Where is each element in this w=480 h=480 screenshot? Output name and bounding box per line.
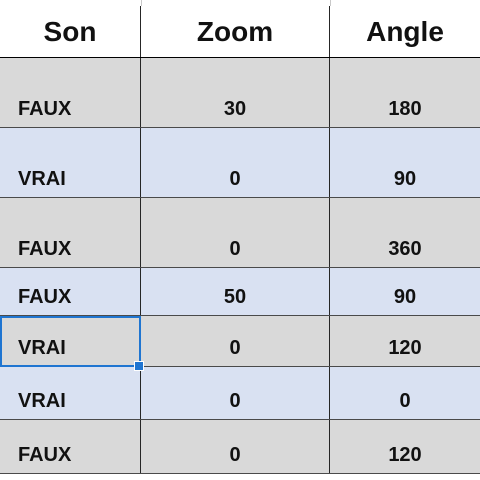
son-cell[interactable]: FAUX (0, 420, 141, 473)
son-cell[interactable]: FAUX (0, 58, 141, 127)
zoom-cell[interactable]: 0 (141, 128, 330, 197)
zoom-cell[interactable]: 0 (141, 198, 330, 267)
table-header-row: Son Zoom Angle (0, 6, 480, 58)
table-row: FAUX 30 180 (0, 58, 480, 128)
angle-value: 0 (399, 390, 411, 412)
zoom-cell[interactable]: 30 (141, 58, 330, 127)
son-value: VRAI (18, 390, 66, 412)
angle-value: 90 (393, 168, 417, 190)
zoom-value: 0 (229, 390, 241, 412)
son-cell[interactable]: FAUX (0, 198, 141, 267)
angle-cell[interactable]: 180 (330, 58, 480, 127)
son-value: VRAI (18, 337, 66, 359)
angle-cell[interactable]: 120 (330, 420, 480, 473)
zoom-cell[interactable]: 0 (141, 367, 330, 419)
son-cell[interactable]: FAUX (0, 268, 141, 315)
zoom-value: 0 (229, 168, 241, 190)
zoom-value: 0 (229, 337, 241, 359)
zoom-value: 0 (229, 238, 241, 260)
angle-cell[interactable]: 0 (330, 367, 480, 419)
zoom-cell[interactable]: 0 (141, 316, 330, 366)
angle-cell[interactable]: 360 (330, 198, 480, 267)
table-row: FAUX 0 360 (0, 198, 480, 268)
top-sheet-edge (0, 0, 480, 6)
zoom-value: 0 (229, 444, 241, 466)
table-row: VRAI 0 120 (0, 316, 480, 367)
table-row: VRAI 0 90 (0, 128, 480, 198)
column-header-zoom[interactable]: Zoom (141, 6, 330, 57)
angle-value: 120 (388, 444, 422, 466)
son-value: FAUX (18, 444, 72, 466)
son-value: FAUX (18, 286, 72, 308)
zoom-cell[interactable]: 0 (141, 420, 330, 473)
angle-value: 360 (388, 238, 422, 260)
table-row: FAUX 0 120 (0, 420, 480, 474)
angle-cell[interactable]: 90 (330, 268, 480, 315)
angle-value: 120 (388, 337, 422, 359)
fill-handle[interactable] (134, 361, 144, 371)
son-cell[interactable]: VRAI (0, 367, 141, 419)
column-divider-tick (141, 0, 142, 6)
zoom-value: 50 (223, 286, 247, 308)
table-row: FAUX 50 90 (0, 268, 480, 316)
angle-value: 90 (393, 286, 417, 308)
son-value: VRAI (18, 168, 66, 190)
table-row: VRAI 0 0 (0, 367, 480, 420)
selected-son-cell[interactable]: VRAI (0, 316, 141, 366)
column-header-angle[interactable]: Angle (366, 15, 444, 47)
son-value: FAUX (18, 238, 72, 260)
angle-cell[interactable]: 90 (330, 128, 480, 197)
data-table: Son Zoom Angle FAUX 30 180 VRAI 0 90 FAU… (0, 6, 480, 474)
angle-value: 180 (388, 98, 422, 120)
zoom-cell[interactable]: 50 (141, 268, 330, 315)
son-cell[interactable]: VRAI (0, 128, 141, 197)
angle-cell[interactable]: 120 (330, 316, 480, 366)
column-header-son[interactable]: Son (0, 6, 141, 57)
column-divider-tick (330, 0, 331, 6)
bottom-sheet-edge (0, 474, 480, 480)
son-value: FAUX (18, 98, 72, 120)
zoom-value: 30 (223, 98, 247, 120)
